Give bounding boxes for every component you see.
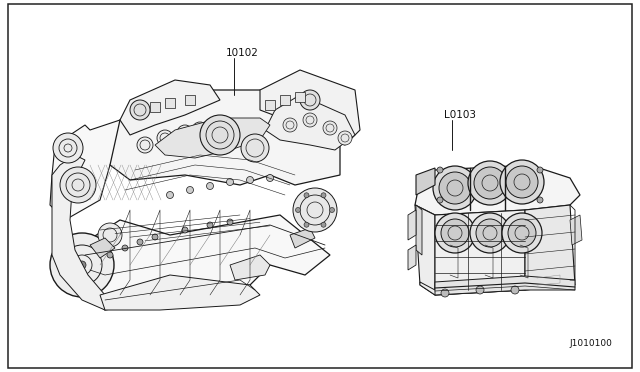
Circle shape: [192, 122, 208, 138]
Polygon shape: [435, 210, 525, 295]
Polygon shape: [185, 95, 195, 105]
Circle shape: [182, 227, 188, 233]
Polygon shape: [110, 90, 340, 185]
Circle shape: [78, 261, 86, 269]
Circle shape: [241, 134, 269, 162]
Text: 10102: 10102: [226, 48, 259, 58]
Circle shape: [304, 222, 309, 227]
Circle shape: [296, 208, 301, 212]
Circle shape: [537, 197, 543, 203]
Polygon shape: [90, 238, 115, 258]
Circle shape: [441, 289, 449, 297]
Circle shape: [439, 172, 471, 204]
Polygon shape: [416, 205, 422, 255]
Circle shape: [441, 219, 469, 247]
Circle shape: [166, 192, 173, 199]
Circle shape: [304, 193, 309, 198]
Polygon shape: [408, 210, 416, 240]
Polygon shape: [155, 118, 270, 158]
Circle shape: [437, 167, 443, 173]
Polygon shape: [265, 100, 275, 110]
Polygon shape: [295, 92, 305, 102]
Circle shape: [266, 174, 273, 182]
Polygon shape: [280, 95, 290, 105]
Polygon shape: [290, 228, 315, 248]
Polygon shape: [165, 98, 175, 108]
Polygon shape: [408, 245, 416, 270]
Circle shape: [303, 113, 317, 127]
Polygon shape: [100, 275, 260, 310]
Polygon shape: [230, 255, 270, 280]
Circle shape: [293, 188, 337, 232]
Polygon shape: [50, 120, 130, 220]
Circle shape: [476, 219, 504, 247]
Circle shape: [137, 137, 153, 153]
Circle shape: [200, 115, 240, 155]
Circle shape: [433, 166, 477, 210]
Circle shape: [227, 219, 233, 225]
Polygon shape: [120, 80, 220, 135]
Polygon shape: [65, 215, 330, 310]
Circle shape: [283, 118, 297, 132]
Circle shape: [470, 213, 510, 253]
Circle shape: [227, 179, 234, 186]
Circle shape: [246, 176, 253, 183]
Circle shape: [506, 166, 538, 198]
Polygon shape: [415, 165, 580, 215]
Polygon shape: [265, 95, 355, 150]
Text: J1010100: J1010100: [569, 339, 612, 348]
Circle shape: [152, 234, 158, 240]
Polygon shape: [416, 168, 435, 195]
Circle shape: [537, 167, 543, 173]
Circle shape: [98, 223, 122, 247]
Circle shape: [130, 100, 150, 120]
Circle shape: [323, 121, 337, 135]
Circle shape: [177, 125, 193, 141]
Circle shape: [207, 222, 213, 228]
Text: L0103: L0103: [444, 110, 476, 120]
Circle shape: [321, 193, 326, 198]
Circle shape: [122, 245, 128, 251]
Circle shape: [60, 167, 96, 203]
Circle shape: [468, 161, 512, 205]
Circle shape: [186, 186, 193, 193]
Circle shape: [107, 252, 113, 258]
Circle shape: [53, 133, 83, 163]
Polygon shape: [570, 215, 582, 245]
Circle shape: [437, 197, 443, 203]
Circle shape: [508, 219, 536, 247]
Polygon shape: [525, 205, 575, 290]
Circle shape: [50, 233, 114, 297]
Circle shape: [137, 239, 143, 245]
Circle shape: [476, 286, 484, 294]
Polygon shape: [415, 205, 435, 295]
Circle shape: [511, 286, 519, 294]
Circle shape: [338, 131, 352, 145]
Polygon shape: [260, 70, 360, 145]
Polygon shape: [150, 102, 160, 112]
Circle shape: [321, 222, 326, 227]
Circle shape: [330, 208, 335, 212]
Polygon shape: [52, 155, 105, 310]
Circle shape: [207, 183, 214, 189]
Circle shape: [500, 160, 544, 204]
Polygon shape: [435, 276, 575, 295]
Circle shape: [157, 130, 173, 146]
Polygon shape: [420, 280, 575, 295]
Circle shape: [435, 213, 475, 253]
Circle shape: [300, 90, 320, 110]
Circle shape: [474, 167, 506, 199]
Circle shape: [502, 213, 542, 253]
